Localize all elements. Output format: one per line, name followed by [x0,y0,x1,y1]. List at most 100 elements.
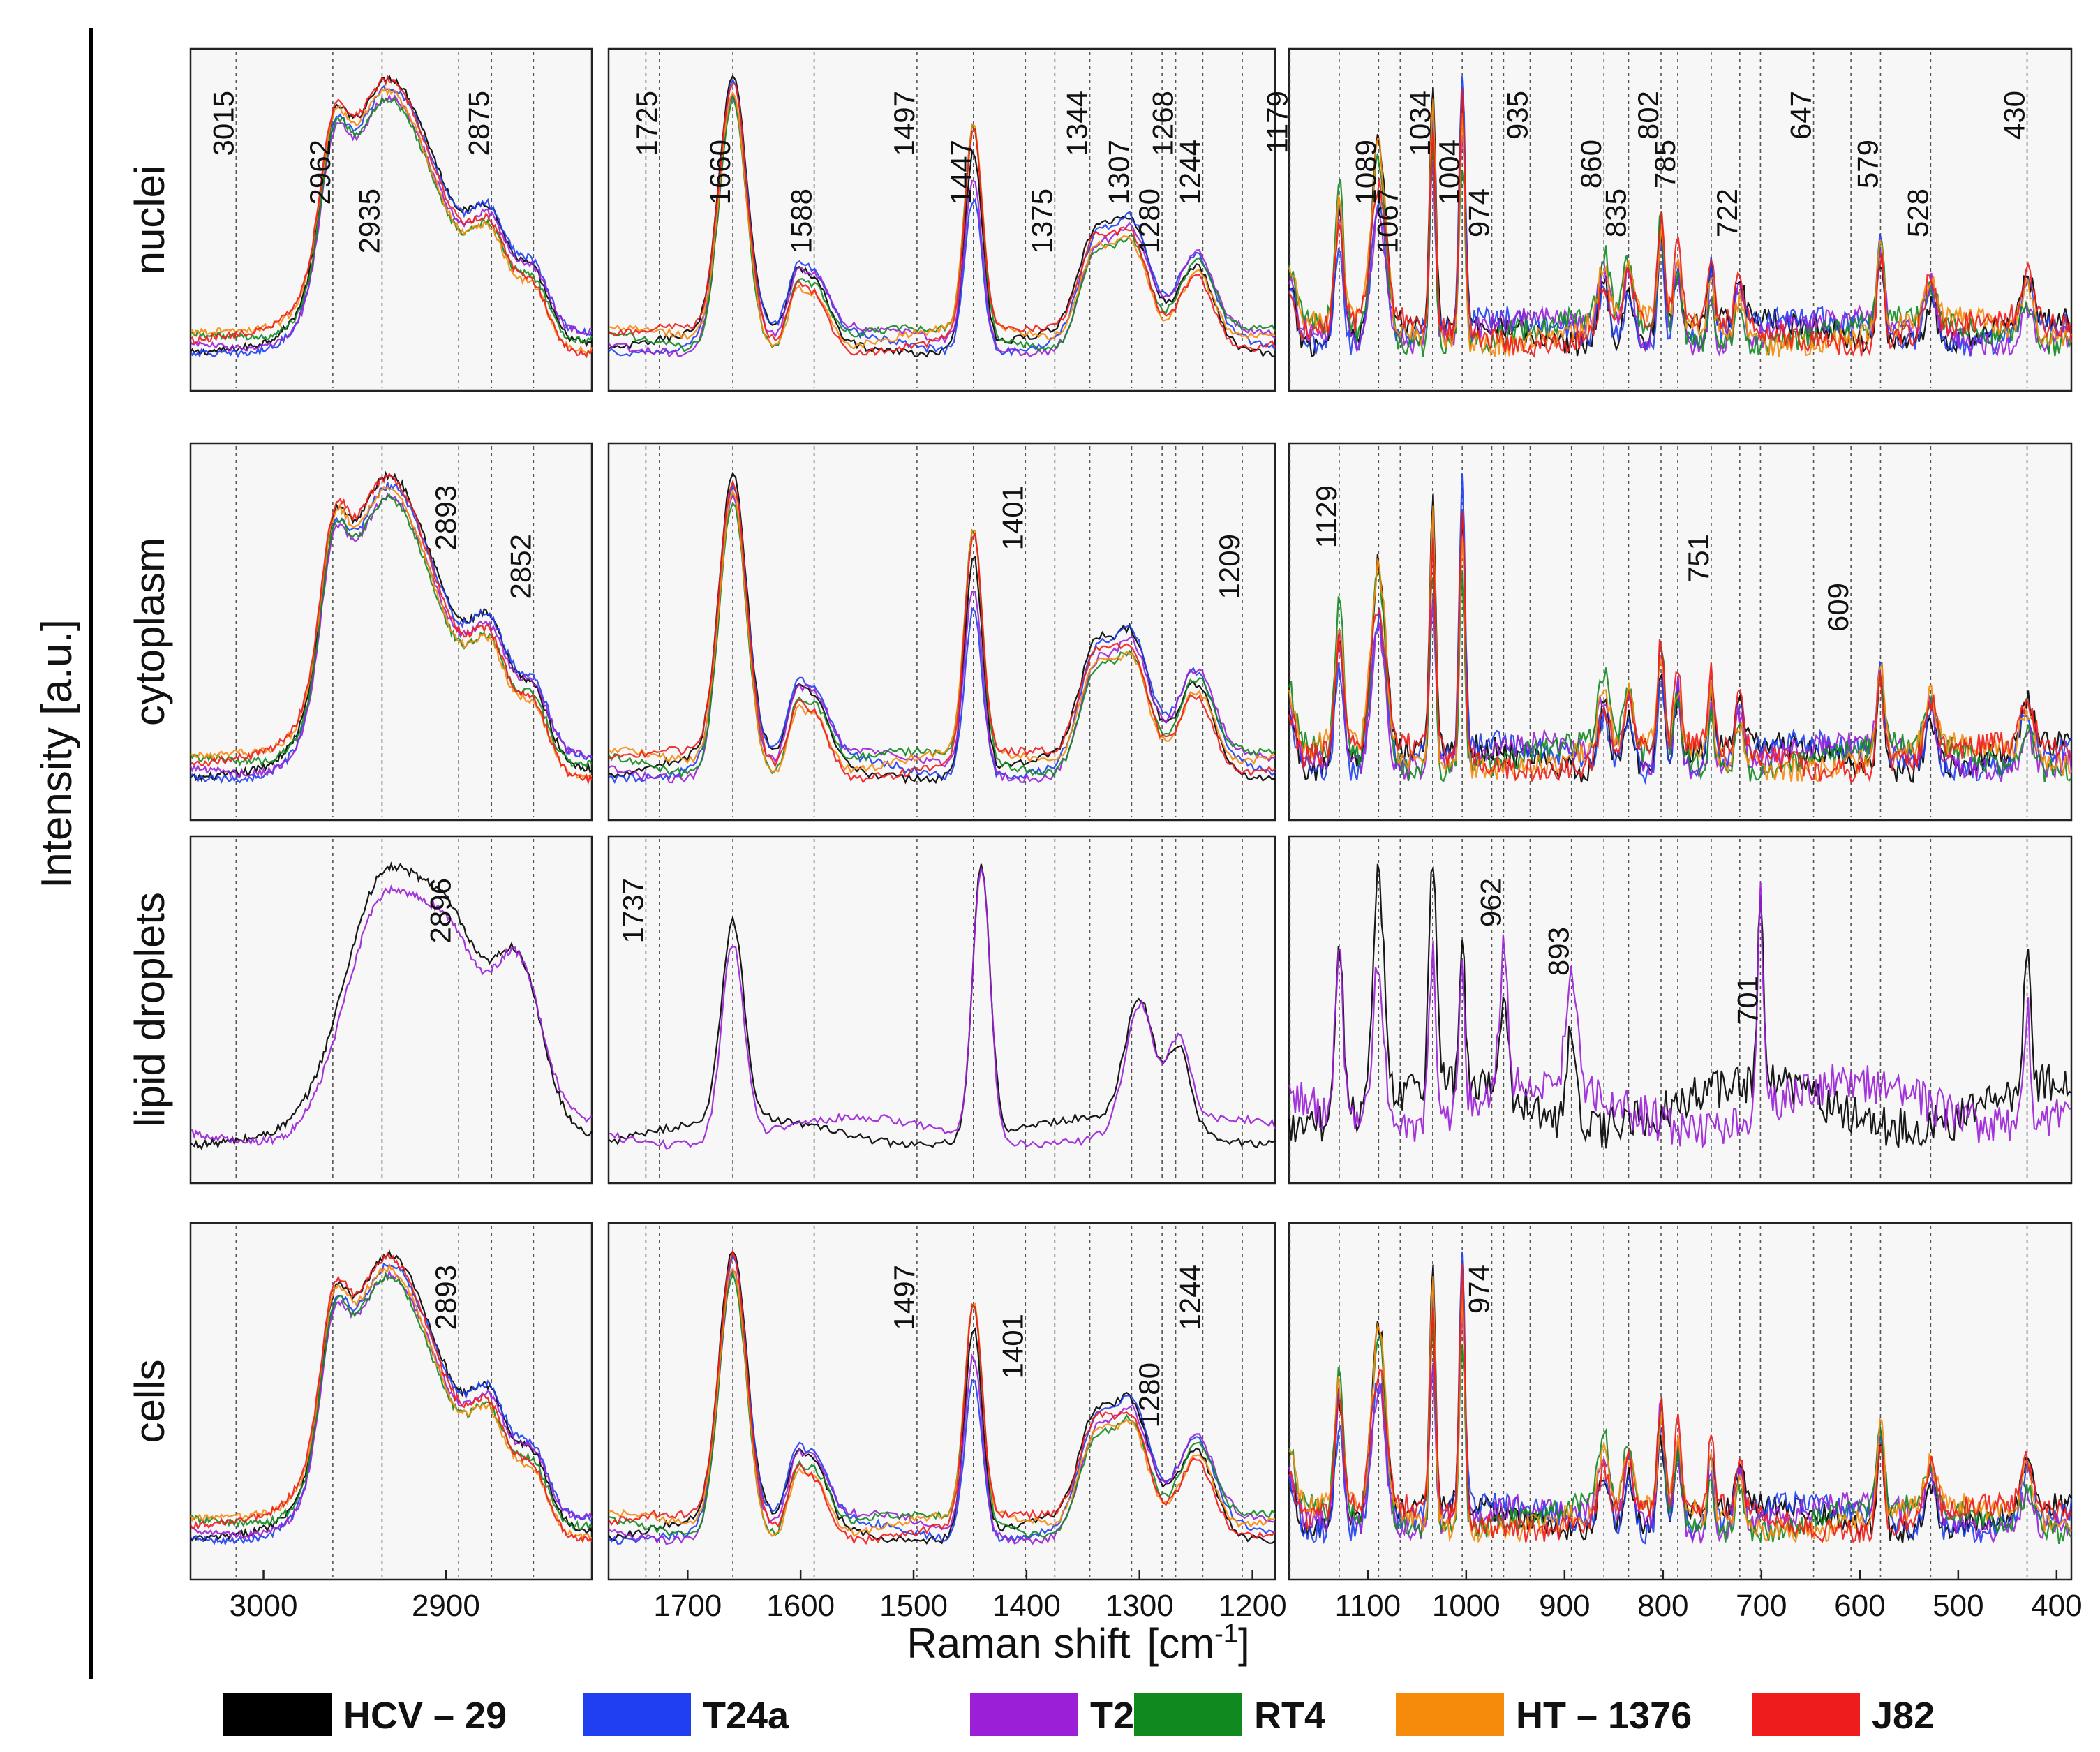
panel-frame [189,47,593,392]
row-label: cells [126,1359,173,1443]
peak-label: 2896 [424,878,456,943]
x-tick-label: 2900 [412,1589,480,1623]
peak-label: 974 [1462,188,1495,237]
peak-label: 785 [1648,140,1681,188]
peak-label: 1375 [1025,188,1058,253]
legend-swatch [1134,1693,1242,1736]
peak-label: 609 [1822,583,1854,632]
panel-cytoplasm-2: 1401 1209 [607,442,1276,822]
panel-frame [189,1222,593,1581]
peak-label: 1004 [1433,140,1466,205]
panel-cytoplasm-3: 1129 751 609 [1288,442,2073,822]
peak-label: 2962 [304,140,336,205]
peak-label: 974 [1462,1265,1495,1314]
legend-swatch [970,1693,1078,1736]
peak-label: 2875 [462,91,495,156]
series-line-ht-1376 [608,91,1276,350]
legend-swatch [1396,1693,1504,1736]
peak-label: 1244 [1173,1265,1206,1330]
peak-label: 2893 [429,485,462,550]
series-line-j82 [1288,1263,2072,1543]
legend-swatch [1752,1693,1860,1736]
x-tick-label: 400 [2031,1589,2082,1623]
x-tick-label: 1100 [1334,1589,1401,1623]
series-line-rt4 [190,493,593,769]
series-line-t24p [608,867,1276,1150]
legend-label: RT4 [1254,1695,1325,1737]
peak-label: 1497 [888,91,921,156]
panel-frame [607,1222,1276,1581]
x-axis-label-close: ] [1238,1620,1250,1667]
peak-label: 1725 [630,91,663,156]
panel-frame [607,442,1276,822]
legend-swatch [583,1693,691,1736]
x-axis-label-unit: [cm [1147,1620,1215,1667]
peak-label: 1660 [703,140,736,205]
x-tick-label: 3000 [230,1589,298,1623]
legend-swatch [223,1693,332,1736]
peak-label: 2893 [429,1265,462,1330]
legend-item: RT4 [1134,1693,1325,1737]
panel-frame [607,47,1276,392]
series-line-t24a [190,1262,593,1547]
spectra-panels: 3015 2962 2935 2875 1725 1660 1588 1497 1447 1375… [189,47,2083,1623]
peak-label: 2852 [504,534,537,599]
panel-lipid-droplets-1: 2896 [189,835,593,1185]
x-tick-label: 1400 [992,1589,1061,1623]
series-line-j82 [190,1252,593,1543]
row-label: lipid droplets [126,892,173,1127]
x-tick-label: 800 [1637,1589,1688,1623]
series-line-t24a [190,84,593,359]
series-line-j82 [608,1248,1276,1545]
peak-label: 1179 [1260,91,1293,154]
series-line-ht-1376 [608,489,1276,775]
peak-label: 835 [1599,188,1632,237]
row-label: nuclei [126,165,173,275]
x-axis-label-sup: -1 [1214,1619,1238,1649]
series-line-hcv-29 [1288,863,2072,1149]
y-axis-label: Intensity [a.u.] [33,619,81,889]
series-line-ht-1376 [1288,1275,2072,1544]
x-tick-label: 900 [1539,1589,1590,1623]
x-axis-label-main: Raman shift [907,1620,1130,1667]
peak-label: 430 [1998,91,2031,140]
series-line-j82 [1288,88,2073,358]
peak-label: 1280 [1133,188,1166,253]
peak-label: 579 [1851,140,1884,188]
x-axis-label: Raman shift [cm-1] [907,1619,1249,1667]
peak-label: 935 [1500,91,1533,140]
series-line-j82 [190,74,593,359]
legend-label: J82 [1872,1695,1935,1737]
series-line-j82 [608,479,1276,784]
x-tick-label: 1000 [1432,1589,1500,1623]
peak-label: 1344 [1061,91,1094,156]
legend-item: HT – 1376 [1396,1693,1692,1737]
series-line-j82 [190,472,593,786]
x-tick-label: 1600 [766,1589,835,1623]
peak-label: 893 [1542,927,1575,976]
series-line-j82 [1288,511,2072,783]
panel-frame [607,835,1276,1185]
row-labels: nuclei cytoplasm lipid droplets cells [126,165,173,1443]
series-line-j82 [608,82,1276,356]
peak-label: 1244 [1173,140,1206,205]
legend-item: J82 [1752,1693,1935,1737]
peak-label: 1280 [1133,1363,1166,1427]
peak-label: 860 [1574,140,1607,188]
peak-label: 1209 [1213,534,1246,599]
x-tick-label: 600 [1834,1589,1885,1623]
panel-lipid-droplets-3: 962 893 701 [1288,835,2073,1185]
series-line-t24p [190,94,593,352]
peak-label: 1034 [1403,91,1436,156]
series-line-hcv-29 [190,74,593,357]
peak-label: 1737 [616,878,649,943]
peak-label: 3015 [207,91,239,156]
row-label: cytoplasm [126,537,173,726]
peak-label: 802 [1632,91,1665,140]
peak-label: 962 [1474,878,1507,927]
x-tick-label: 700 [1736,1589,1787,1623]
panel-frame [1288,835,2073,1185]
